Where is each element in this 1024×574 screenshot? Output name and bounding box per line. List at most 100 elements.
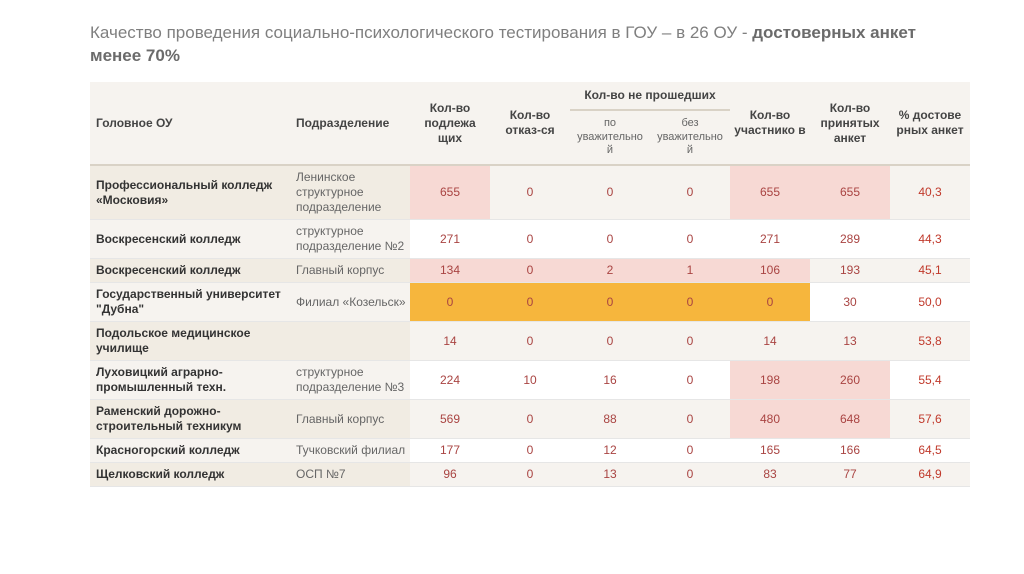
- cell-value: 106: [730, 259, 810, 283]
- cell-value: 177: [410, 439, 490, 463]
- cell-value: 0: [490, 259, 570, 283]
- data-table: Головное ОУ Подразделение Кол-во подлежа…: [90, 82, 970, 487]
- cell-value: 0: [650, 400, 730, 439]
- cell-subdivision: Ленинское структурное подразделение: [290, 165, 410, 220]
- cell-value: 260: [810, 361, 890, 400]
- table-row: Государственный университет "Дубна"Филиа…: [90, 283, 970, 322]
- table-row: Луховицкий аграрно-промышленный техн.стр…: [90, 361, 970, 400]
- cell-value: 0: [490, 400, 570, 439]
- cell-value: 0: [570, 220, 650, 259]
- cell-value: 0: [650, 220, 730, 259]
- table-body: Профессиональный колледж «Московия»Ленин…: [90, 165, 970, 487]
- cell-subdivision: Тучковский филиал: [290, 439, 410, 463]
- cell-value: 77: [810, 463, 890, 487]
- cell-value: 14: [730, 322, 810, 361]
- cell-value: 648: [810, 400, 890, 439]
- cell-subdivision: структурное подразделение №2: [290, 220, 410, 259]
- cell-head-ou: Подольское медицинское училище: [90, 322, 290, 361]
- table-row: Щелковский колледжОСП №7960130837764,9: [90, 463, 970, 487]
- cell-value: 271: [730, 220, 810, 259]
- th-percent: % достове рных анкет: [890, 82, 970, 165]
- th-notpassed: Кол-во не прошедших: [570, 82, 730, 110]
- cell-head-ou: Красногорский колледж: [90, 439, 290, 463]
- slide-container: Качество проведения социально-психологич…: [0, 0, 1024, 497]
- cell-percent: 55,4: [890, 361, 970, 400]
- cell-value: 0: [570, 322, 650, 361]
- cell-value: 193: [810, 259, 890, 283]
- th-head-ou: Головное ОУ: [90, 82, 290, 165]
- cell-value: 198: [730, 361, 810, 400]
- cell-value: 0: [650, 439, 730, 463]
- cell-value: 655: [730, 165, 810, 220]
- table-row: Профессиональный колледж «Московия»Ленин…: [90, 165, 970, 220]
- cell-value: 655: [410, 165, 490, 220]
- table-row: Воскресенский колледжГлавный корпус13402…: [90, 259, 970, 283]
- cell-head-ou: Воскресенский колледж: [90, 220, 290, 259]
- cell-value: 0: [490, 463, 570, 487]
- cell-value: 569: [410, 400, 490, 439]
- cell-head-ou: Раменский дорожно-строительный техникум: [90, 400, 290, 439]
- table-row: Красногорский колледжТучковский филиал17…: [90, 439, 970, 463]
- th-subdivision: Подразделение: [290, 82, 410, 165]
- cell-value: 0: [570, 283, 650, 322]
- cell-value: 0: [650, 322, 730, 361]
- cell-percent: 57,6: [890, 400, 970, 439]
- th-refused: Кол-во отказ-ся: [490, 82, 570, 165]
- cell-percent: 44,3: [890, 220, 970, 259]
- cell-value: 1: [650, 259, 730, 283]
- cell-percent: 64,5: [890, 439, 970, 463]
- cell-subdivision: [290, 322, 410, 361]
- cell-percent: 45,1: [890, 259, 970, 283]
- table-row: Раменский дорожно-строительный техникумГ…: [90, 400, 970, 439]
- header-row-1: Головное ОУ Подразделение Кол-во подлежа…: [90, 82, 970, 110]
- cell-value: 88: [570, 400, 650, 439]
- cell-subdivision: ОСП №7: [290, 463, 410, 487]
- cell-value: 655: [810, 165, 890, 220]
- cell-value: 30: [810, 283, 890, 322]
- th-reason-invalid: без уважительно й: [650, 110, 730, 165]
- cell-value: 0: [490, 220, 570, 259]
- cell-percent: 53,8: [890, 322, 970, 361]
- title-plain: Качество проведения социально-психологич…: [90, 23, 752, 42]
- table-row: Воскресенский колледжструктурное подразд…: [90, 220, 970, 259]
- cell-value: 13: [810, 322, 890, 361]
- cell-subdivision: структурное подразделение №3: [290, 361, 410, 400]
- cell-head-ou: Воскресенский колледж: [90, 259, 290, 283]
- th-subject: Кол-во подлежа щих: [410, 82, 490, 165]
- cell-percent: 64,9: [890, 463, 970, 487]
- table-row: Подольское медицинское училище1400014135…: [90, 322, 970, 361]
- cell-value: 224: [410, 361, 490, 400]
- th-reason-valid: по уважительно й: [570, 110, 650, 165]
- cell-value: 14: [410, 322, 490, 361]
- cell-value: 12: [570, 439, 650, 463]
- th-accepted: Кол-во принятых анкет: [810, 82, 890, 165]
- cell-value: 0: [490, 439, 570, 463]
- cell-value: 0: [490, 322, 570, 361]
- cell-value: 0: [650, 463, 730, 487]
- cell-value: 2: [570, 259, 650, 283]
- cell-value: 0: [650, 361, 730, 400]
- cell-value: 10: [490, 361, 570, 400]
- cell-value: 271: [410, 220, 490, 259]
- cell-value: 289: [810, 220, 890, 259]
- cell-value: 0: [490, 283, 570, 322]
- cell-value: 0: [730, 283, 810, 322]
- cell-value: 16: [570, 361, 650, 400]
- cell-head-ou: Профессиональный колледж «Московия»: [90, 165, 290, 220]
- cell-value: 83: [730, 463, 810, 487]
- th-participants: Кол-во участнико в: [730, 82, 810, 165]
- cell-value: 0: [650, 283, 730, 322]
- cell-head-ou: Луховицкий аграрно-промышленный техн.: [90, 361, 290, 400]
- cell-subdivision: Филиал «Козельск»: [290, 283, 410, 322]
- cell-value: 165: [730, 439, 810, 463]
- cell-value: 96: [410, 463, 490, 487]
- cell-head-ou: Государственный университет "Дубна": [90, 283, 290, 322]
- cell-percent: 50,0: [890, 283, 970, 322]
- cell-value: 13: [570, 463, 650, 487]
- cell-subdivision: Главный корпус: [290, 400, 410, 439]
- cell-subdivision: Главный корпус: [290, 259, 410, 283]
- cell-percent: 40,3: [890, 165, 970, 220]
- slide-title: Качество проведения социально-психологич…: [90, 22, 964, 68]
- cell-value: 480: [730, 400, 810, 439]
- cell-value: 134: [410, 259, 490, 283]
